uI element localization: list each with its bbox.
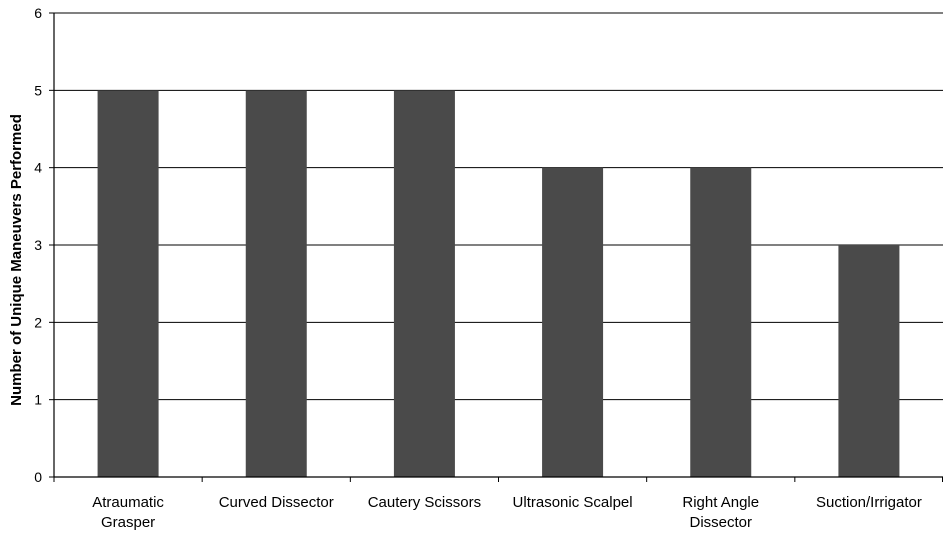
bar <box>393 90 455 477</box>
x-tick-label-line: Right Angle <box>682 494 759 511</box>
y-tick-label: 6 <box>34 5 42 21</box>
x-tick-label: Right Angle Dissector <box>682 494 759 531</box>
x-tick-label: Atraumatic Grasper <box>92 494 164 531</box>
x-tick-label-line: Atraumatic <box>92 494 164 511</box>
y-tick-label: 1 <box>34 392 42 408</box>
axes <box>49 12 943 482</box>
bar <box>97 90 159 477</box>
x-tick-label: Ultrasonic Scalpel <box>513 494 633 511</box>
y-tick-labels: 0 1 2 3 4 5 6 <box>34 5 42 485</box>
bar <box>542 167 604 477</box>
x-tick-labels: Atraumatic Grasper Curved Dissector Cautery… <box>92 494 922 531</box>
bar <box>245 90 307 477</box>
x-tick-label-line: Suction/Irrigator <box>816 494 922 511</box>
y-tick-label: 5 <box>34 82 42 98</box>
x-tick-label-line: Curved Dissector <box>219 494 334 511</box>
y-axis-label: Number of Unique Maneuvers Performed <box>8 114 25 406</box>
x-tick-label-line: Dissector <box>689 514 752 531</box>
x-tick-label: Suction/Irrigator <box>816 494 922 511</box>
x-tick-label: Cautery Scissors <box>368 494 481 511</box>
y-tick-label: 2 <box>34 314 42 330</box>
gridlines <box>54 12 943 401</box>
x-tick-label-line: Grasper <box>101 514 155 531</box>
x-tick-label-line: Cautery Scissors <box>368 494 481 511</box>
y-tick-label: 3 <box>34 237 42 253</box>
y-tick-label: 4 <box>34 160 42 176</box>
bars <box>97 90 900 477</box>
x-tick-label: Curved Dissector <box>219 494 334 511</box>
bar <box>838 245 900 477</box>
bar <box>690 167 752 477</box>
y-tick-label: 0 <box>34 469 42 485</box>
x-tick-label-line: Ultrasonic Scalpel <box>513 494 633 511</box>
